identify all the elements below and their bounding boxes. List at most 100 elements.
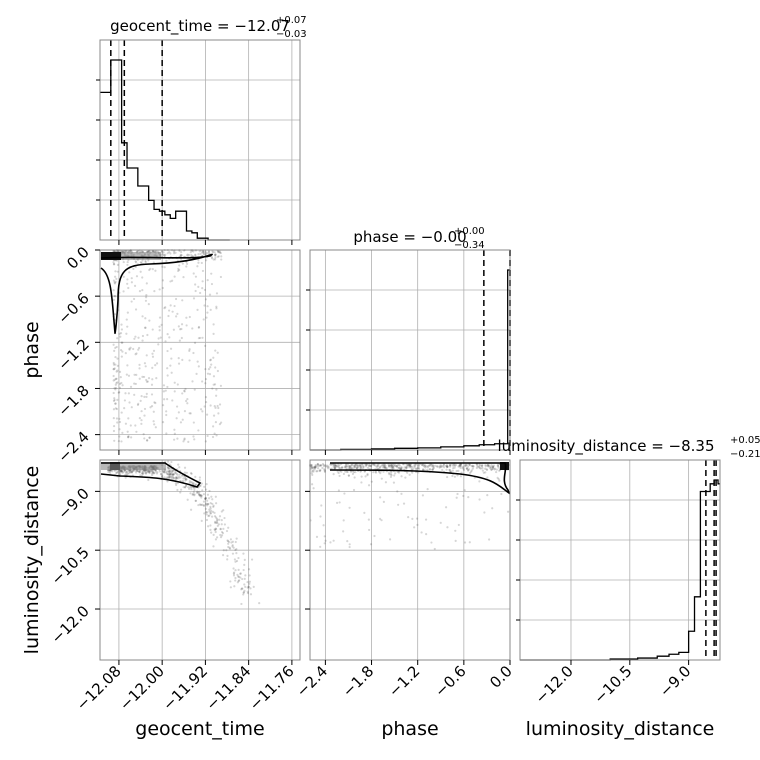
point-phase-dist (320, 464, 323, 467)
point-t-phase (116, 270, 119, 273)
point-phase-dist (333, 464, 336, 467)
point-t-dist (236, 573, 239, 576)
point-t-phase (153, 423, 156, 426)
point-t-dist (171, 469, 174, 472)
point-t-phase (150, 383, 154, 386)
point-t-phase (176, 383, 179, 386)
point-phase-dist (492, 467, 495, 470)
point-phase-dist (353, 465, 357, 468)
point-phase-dist (391, 465, 394, 468)
point-phase-dist (487, 463, 490, 467)
point-t-phase (119, 332, 123, 335)
point-t-phase (144, 261, 147, 264)
point-t-dist (138, 470, 141, 473)
point-phase-dist (463, 465, 466, 468)
point-phase-dist (379, 496, 382, 499)
point-t-dist (248, 582, 251, 585)
point-t-phase (120, 323, 123, 326)
point-t-dist (110, 469, 113, 472)
point-phase-dist (379, 465, 382, 468)
point-t-dist (229, 580, 232, 583)
point-phase-dist (348, 543, 351, 546)
point-phase-dist (355, 467, 358, 470)
point-t-phase (118, 370, 122, 373)
point-phase-dist (420, 463, 424, 467)
point-phase-dist (389, 473, 393, 476)
point-t-phase (120, 381, 123, 385)
point-phase-dist (492, 464, 496, 467)
point-t-phase (202, 250, 205, 254)
point-phase-dist (352, 471, 355, 474)
point-phase-dist (364, 475, 367, 478)
dense-block-phase-dist (500, 462, 509, 470)
point-phase-dist (432, 467, 435, 470)
point-t-dist (170, 476, 173, 479)
point-phase-dist (326, 464, 329, 467)
point-phase-dist (396, 464, 399, 467)
point-phase-dist (345, 465, 348, 468)
point-phase-dist (424, 518, 428, 521)
point-t-dist (115, 471, 119, 474)
point-t-dist (170, 475, 173, 478)
scatter-points (107, 248, 511, 606)
point-t-dist (185, 478, 188, 481)
point-phase-dist (462, 467, 465, 470)
point-t-phase (144, 326, 147, 329)
point-t-phase (118, 386, 122, 389)
point-t-phase (121, 384, 124, 387)
point-t-dist (170, 470, 173, 473)
point-t-phase (130, 277, 133, 280)
point-t-phase (123, 399, 127, 402)
point-phase-dist (378, 466, 382, 469)
point-phase-dist (409, 463, 412, 466)
point-phase-dist (396, 470, 399, 474)
point-t-phase (127, 392, 130, 395)
point-t-phase (157, 343, 160, 346)
point-phase-dist (356, 463, 360, 467)
point-t-phase (145, 294, 148, 297)
point-t-dist (168, 469, 172, 472)
point-t-phase (181, 299, 184, 302)
point-t-phase (189, 251, 192, 254)
point-t-phase (205, 413, 209, 416)
point-t-phase (161, 250, 164, 253)
point-phase-dist (489, 465, 493, 469)
point-t-phase (207, 252, 211, 255)
point-t-dist (216, 518, 219, 522)
point-t-dist (179, 491, 182, 494)
point-t-dist (205, 511, 208, 514)
point-phase-dist (408, 465, 411, 469)
point-t-dist (211, 498, 214, 501)
contour-t-phase (100, 253, 213, 334)
title-luminosity-distance: luminosity_distance = −8.35 (497, 437, 714, 456)
point-t-dist (201, 489, 204, 492)
point-t-phase (129, 424, 132, 427)
point-t-dist (208, 514, 211, 517)
point-phase-dist (397, 503, 400, 506)
point-t-dist (120, 469, 124, 473)
point-t-phase (192, 351, 195, 355)
point-phase-dist (323, 468, 326, 471)
point-t-dist (172, 477, 176, 480)
point-t-dist (243, 558, 246, 561)
point-t-dist (192, 486, 195, 490)
point-t-phase (129, 346, 132, 349)
point-t-phase (187, 253, 191, 257)
point-t-phase (213, 432, 216, 435)
point-phase-dist (451, 463, 454, 466)
point-phase-dist (392, 464, 395, 467)
point-phase-dist (395, 465, 398, 468)
point-phase-dist (360, 475, 363, 478)
point-phase-dist (471, 464, 474, 467)
point-t-dist (213, 528, 217, 532)
point-t-dist (177, 477, 180, 480)
point-phase-dist (402, 502, 406, 505)
point-t-phase (166, 252, 169, 255)
ytick-label-phase-1: −1.8 (54, 382, 92, 420)
point-t-dist (167, 466, 170, 469)
point-t-dist (247, 586, 250, 589)
point-t-dist (223, 523, 226, 526)
point-t-dist (206, 499, 209, 502)
point-t-dist (116, 470, 119, 473)
xtick-label-geocent-time-1: −12.00 (116, 662, 168, 714)
